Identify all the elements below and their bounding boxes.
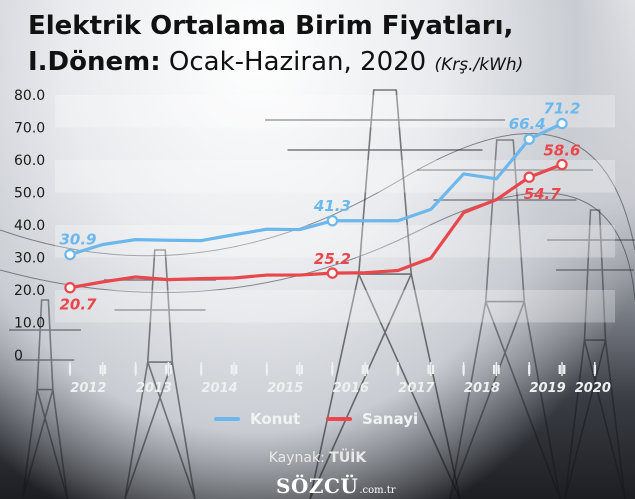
x-tick-label: II bbox=[98, 363, 107, 377]
grid-band bbox=[55, 290, 615, 323]
x-tick-label: I bbox=[396, 363, 400, 377]
series-line-sanayi bbox=[68, 162, 564, 290]
y-tick-label: 80.0 bbox=[14, 88, 45, 104]
chart-subtitle: I.Dönem: Ocak-Haziran, 2020 (Krş./kWh) bbox=[28, 44, 523, 83]
source-name: TÜİK bbox=[329, 450, 367, 466]
x-tick-label: II bbox=[426, 363, 435, 377]
data-point-konut bbox=[326, 215, 339, 227]
data-point-konut bbox=[64, 248, 76, 261]
y-tick-label: 50.0 bbox=[14, 186, 45, 202]
tower-silhouette bbox=[265, 89, 505, 499]
x-tick-label: I bbox=[68, 363, 72, 377]
subtitle-period: Ocak-Haziran, 2020 bbox=[160, 47, 427, 77]
legend-swatch-sanayi bbox=[326, 417, 352, 421]
data-labels: 30.9 41.3 66.471.2 20.7 25.2 54.7 58.6 bbox=[59, 100, 580, 314]
data-label-sanayi: 20.7 bbox=[59, 296, 97, 314]
y-tick-label: 40.0 bbox=[14, 218, 45, 234]
x-year-label: 2016 bbox=[333, 381, 369, 396]
y-axis: 80.0 70.0 60.0 50.0 40.0 30.0 20.0 10.0 0 bbox=[14, 88, 45, 364]
data-label-konut: 66.4 bbox=[509, 115, 546, 133]
data-point-konut bbox=[556, 117, 568, 130]
data-points bbox=[64, 117, 568, 294]
y-tick-label: 20.0 bbox=[14, 283, 45, 299]
tower-silhouette bbox=[9, 299, 81, 499]
data-point-sanayi bbox=[64, 282, 76, 294]
source-prefix: Kaynak: bbox=[268, 450, 330, 466]
x-tick-label: II bbox=[492, 363, 501, 377]
chart-title-block: Elektrik Ortalama Birim Fiyatları, I.Dön… bbox=[28, 8, 523, 83]
x-year-label: 2013 bbox=[136, 381, 172, 396]
brand-domain: .com.tr bbox=[359, 485, 396, 496]
x-year-label: 2018 bbox=[464, 381, 500, 396]
legend: Konut Sanayi bbox=[0, 410, 635, 436]
data-label-konut: 71.2 bbox=[543, 100, 580, 118]
x-year-label: 2017 bbox=[398, 381, 435, 396]
x-tick-label: I bbox=[133, 363, 137, 377]
x-year-label: 2019 bbox=[530, 381, 566, 396]
x-year-label: 2012 bbox=[70, 381, 106, 396]
x-tick-label: I bbox=[330, 363, 334, 377]
chart-title: Elektrik Ortalama Birim Fiyatları, bbox=[28, 11, 514, 41]
legend-item-sanayi: Sanayi bbox=[326, 410, 418, 428]
data-label-sanayi: 54.7 bbox=[524, 185, 562, 203]
x-year-label: 2020 bbox=[575, 381, 611, 396]
legend-label-sanayi: Sanayi bbox=[362, 410, 419, 428]
x-tick-label: I bbox=[461, 363, 465, 377]
y-tick-label: 10.0 bbox=[14, 316, 45, 332]
data-point-konut bbox=[523, 133, 535, 145]
brand-logo: SÖZCÜ .com.tr bbox=[276, 474, 396, 498]
data-point-sanayi bbox=[523, 171, 535, 183]
grid-band bbox=[55, 95, 615, 128]
x-tick-label: II bbox=[295, 363, 304, 377]
data-point-sanayi bbox=[326, 267, 339, 279]
tower-silhouette bbox=[547, 209, 635, 499]
x-tick-label: I bbox=[199, 363, 203, 377]
x-tick-label: II bbox=[164, 363, 173, 377]
data-label-sanayi: 58.6 bbox=[543, 142, 580, 160]
legend-item-konut: Konut bbox=[214, 410, 300, 428]
brand-name: SÖZCÜ bbox=[276, 474, 359, 498]
grid-band bbox=[55, 160, 615, 193]
series-lines bbox=[68, 121, 564, 290]
grid-bands bbox=[55, 95, 615, 323]
x-tick-label: II bbox=[361, 363, 370, 377]
power-line bbox=[0, 192, 635, 301]
x-tick-label: II bbox=[558, 363, 567, 377]
y-tick-label: 0 bbox=[14, 348, 23, 364]
x-year-label: 2015 bbox=[267, 381, 303, 396]
data-label-konut: 41.3 bbox=[313, 197, 351, 215]
power-line bbox=[0, 133, 635, 257]
y-tick-label: 70.0 bbox=[14, 121, 45, 137]
x-tick-label: II bbox=[230, 363, 239, 377]
x-year-label: 2014 bbox=[202, 381, 238, 396]
x-tick-label: I bbox=[593, 363, 597, 377]
x-tick-label: I bbox=[265, 363, 269, 377]
subtitle-period-label: I.Dönem: bbox=[28, 47, 161, 77]
unit-label: (Krş./kWh) bbox=[434, 55, 524, 75]
data-label-sanayi: 25.2 bbox=[314, 250, 351, 268]
x-tick-label: I bbox=[527, 363, 531, 377]
y-tick-label: 60.0 bbox=[14, 153, 45, 169]
data-point-sanayi bbox=[556, 158, 568, 171]
legend-swatch-konut bbox=[214, 417, 240, 421]
series-line-konut bbox=[68, 121, 564, 257]
data-label-konut: 30.9 bbox=[59, 231, 96, 249]
source-note: Kaynak: TÜİK bbox=[0, 450, 635, 466]
y-tick-label: 30.0 bbox=[14, 251, 45, 267]
legend-label-konut: Konut bbox=[250, 410, 301, 428]
